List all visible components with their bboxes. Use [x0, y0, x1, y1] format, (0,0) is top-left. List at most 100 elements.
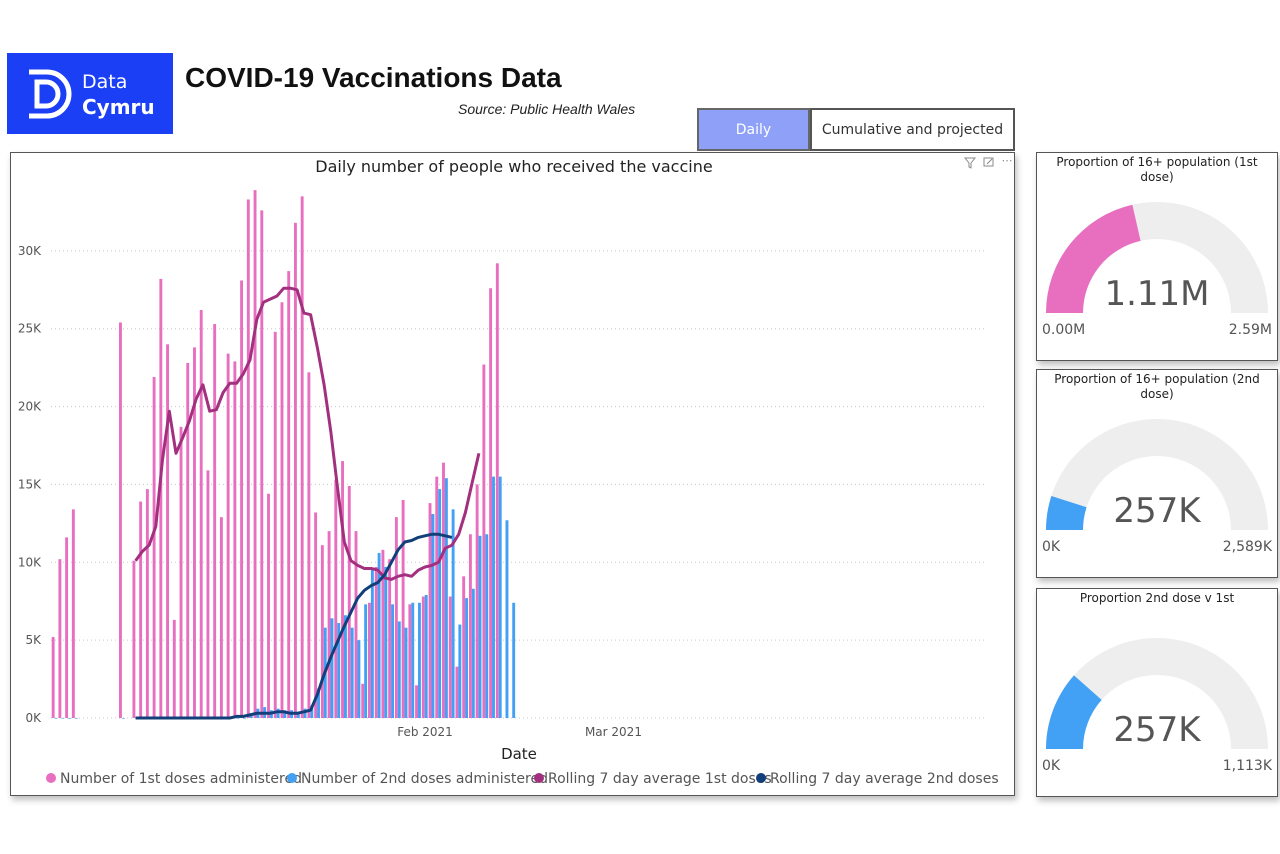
- gauge-title: Proportion 2nd dose v 1st: [1079, 591, 1235, 605]
- gauge-first-dose-panel: Proportion of 16+ population (1st dose) …: [1036, 152, 1278, 361]
- bar-first-dose: [428, 503, 432, 718]
- bar-first-dose: [401, 500, 405, 718]
- bar-first-dose: [462, 576, 466, 718]
- bar-second-dose: [438, 489, 442, 718]
- legend-label[interactable]: Rolling 7 day average 2nd doses: [770, 771, 999, 787]
- bar-first-dose: [421, 596, 425, 718]
- gauge-max-label: 2,589K: [1223, 539, 1273, 555]
- daily-vaccinations-chart-panel: Daily number of people who received the …: [10, 152, 1015, 796]
- bar-first-dose: [119, 322, 122, 718]
- gauge-fill: [1046, 204, 1141, 313]
- bar-first-dose: [186, 362, 190, 718]
- bar-second-dose: [498, 476, 502, 718]
- bar-first-dose: [468, 534, 472, 718]
- legend-label[interactable]: Number of 2nd doses administered: [301, 771, 548, 787]
- bar-second-dose: [397, 621, 401, 718]
- bar-second-dose: [458, 624, 462, 718]
- gauge-max-label: 2.59M: [1229, 322, 1272, 338]
- bar-first-dose: [152, 376, 156, 718]
- bar-second-dose: [330, 618, 334, 718]
- y-tick-label: 30K: [18, 244, 42, 258]
- data-cymru-logo: Data Cymru: [7, 53, 173, 134]
- y-tick-label: 5K: [25, 633, 42, 647]
- bar-second-dose: [276, 708, 280, 718]
- bar-first-dose: [320, 545, 324, 718]
- bar-first-dose: [388, 559, 392, 718]
- bar-second-dose: [451, 509, 455, 718]
- bar-second-dose: [444, 478, 448, 718]
- bar-second-dose: [337, 623, 341, 718]
- bar-second-dose: [377, 552, 381, 718]
- tab-cumulative-and-projected[interactable]: Cumulative and projected: [810, 108, 1015, 151]
- bar-first-dose: [394, 517, 398, 718]
- source-note: Source: Public Health Wales: [458, 101, 636, 117]
- bar-first-dose: [293, 222, 297, 718]
- gauge-fill: [1046, 675, 1102, 749]
- bar-first-dose: [307, 372, 311, 718]
- bar-first-dose: [253, 190, 257, 719]
- bar-first-dose: [475, 484, 479, 718]
- bar-second-dose: [54, 718, 58, 719]
- bar-first-dose: [347, 485, 351, 718]
- bar-first-dose: [435, 476, 439, 718]
- line-rolling-avg-second-dose: [135, 532, 453, 720]
- bar-second-dose: [317, 688, 320, 718]
- y-tick-label: 20K: [18, 400, 42, 414]
- bar-second-dose: [404, 627, 408, 718]
- gauge-second-dose: 257K 0K 2,589K: [1042, 419, 1273, 555]
- bar-first-dose: [65, 537, 69, 718]
- bar-first-dose: [213, 324, 217, 718]
- more-options-icon[interactable]: ⋯: [1002, 154, 1013, 167]
- filter-icon[interactable]: [963, 157, 977, 169]
- logo-text-cymru: Cymru: [82, 95, 155, 119]
- gauge-min-label: 0K: [1042, 539, 1061, 555]
- view-tabs: Daily Cumulative and projected: [697, 108, 1015, 151]
- legend-label[interactable]: Rolling 7 day average 1st doses: [548, 771, 772, 787]
- bar-first-dose: [408, 604, 412, 718]
- bar-first-dose: [172, 619, 176, 718]
- y-tick-label: 0K: [25, 711, 42, 725]
- bar-second-dose: [364, 604, 368, 718]
- bar-second-dose: [68, 718, 71, 719]
- bar-second-dose: [350, 627, 354, 718]
- bar-first-dose: [415, 685, 419, 718]
- bar-first-dose: [240, 280, 244, 718]
- bar-first-dose: [145, 489, 149, 718]
- legend-label[interactable]: Number of 1st doses administered: [60, 771, 302, 787]
- daily-vaccinations-chart: Daily number of people who received the …: [18, 154, 1013, 787]
- x-tick-label: Feb 2021: [397, 725, 453, 739]
- bar-first-dose: [442, 462, 445, 718]
- bar-second-dose: [418, 602, 421, 718]
- bar-first-dose: [361, 683, 365, 718]
- bar-second-dose: [505, 520, 509, 718]
- gauge-title: Proportion of 16+ population (1st dose): [1056, 155, 1258, 184]
- gauge-fill: [1046, 495, 1087, 530]
- bar-first-dose: [334, 479, 338, 718]
- gauge-max-label: 1,113K: [1223, 758, 1273, 774]
- bar-first-dose: [448, 596, 452, 718]
- bar-first-dose: [226, 353, 230, 718]
- gauge-second-dose-panel: Proportion of 16+ population (2nd dose) …: [1036, 369, 1278, 578]
- bar-first-dose: [233, 361, 237, 718]
- bar-first-dose: [368, 602, 371, 718]
- bar-first-dose: [219, 517, 223, 718]
- bar-first-dose: [132, 560, 136, 718]
- tab-daily[interactable]: Daily: [697, 108, 810, 151]
- gauge-value: 257K: [1113, 710, 1202, 750]
- focus-mode-icon[interactable]: [983, 157, 994, 167]
- bar-first-dose: [166, 344, 170, 718]
- bar-first-dose: [327, 531, 331, 718]
- gauge-value: 257K: [1113, 491, 1202, 531]
- bar-second-dose: [370, 568, 374, 718]
- bar-first-dose: [273, 331, 277, 718]
- y-tick-label: 10K: [18, 555, 42, 569]
- bar-second-dose: [391, 604, 394, 718]
- bar-second-dose: [343, 615, 347, 718]
- bar-first-dose: [280, 302, 284, 718]
- legend-marker: [756, 773, 766, 783]
- chart-title: Daily number of people who received the …: [315, 157, 712, 176]
- bar-first-dose: [300, 196, 304, 718]
- bar-second-dose: [411, 602, 415, 718]
- bar-second-dose: [121, 718, 125, 719]
- gauge-min-label: 0.00M: [1042, 322, 1085, 338]
